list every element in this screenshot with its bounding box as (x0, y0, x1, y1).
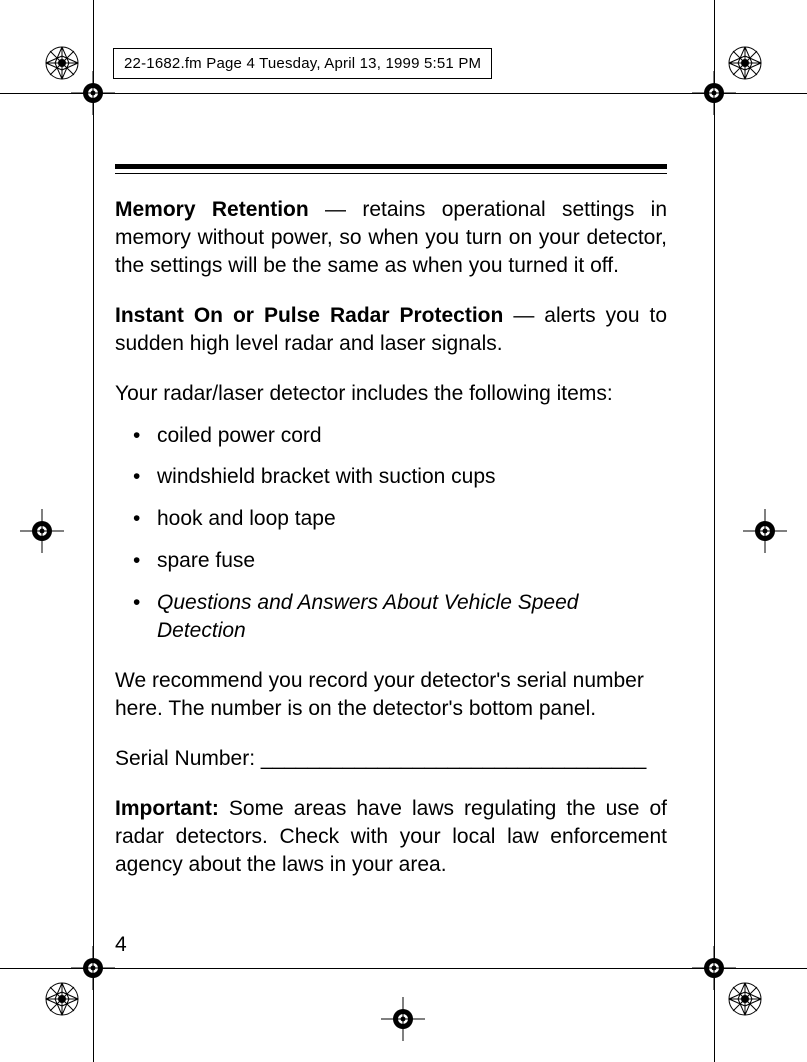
important-note: Important: Some areas have laws regulati… (115, 795, 667, 879)
page: 22-1682.fm Page 4 Tuesday, April 13, 199… (0, 0, 807, 1062)
crop-rule-left (93, 0, 94, 1062)
crop-mark-icon (71, 71, 115, 115)
serial-number-line: Serial Number: _________________________… (115, 745, 667, 773)
list-item-italic: Questions and Answers About Vehicle Spee… (157, 591, 578, 642)
list-item: Questions and Answers About Vehicle Spee… (115, 589, 667, 645)
crop-mark-icon (743, 509, 787, 553)
crop-mark-icon (692, 946, 736, 990)
page-number: 4 (115, 933, 127, 957)
serial-blank: _________________________________ (261, 747, 646, 770)
content-area: Memory Retention — retains operational s… (115, 164, 667, 879)
header-slug: 22-1682.fm Page 4 Tuesday, April 13, 199… (113, 48, 492, 79)
crop-rule-bottom (0, 968, 807, 969)
crop-rule-top (0, 93, 807, 94)
crop-mark-icon (71, 946, 115, 990)
divider-thin (115, 173, 667, 174)
divider-thick (115, 164, 667, 169)
list-item: windshield bracket with suction cups (115, 463, 667, 491)
included-items-list: coiled power cord windshield bracket wit… (115, 422, 667, 646)
serial-recommendation: We recommend you record your detector's … (115, 667, 667, 723)
list-item: coiled power cord (115, 422, 667, 450)
paragraph-memory-retention: Memory Retention — retains operational s… (115, 196, 667, 280)
list-item: hook and loop tape (115, 505, 667, 533)
list-item: spare fuse (115, 547, 667, 575)
important-label: Important: (115, 797, 219, 820)
paragraph-instant-on: Instant On or Pulse Radar Protection — a… (115, 302, 667, 358)
header-slug-text: 22-1682.fm Page 4 Tuesday, April 13, 199… (124, 55, 481, 72)
crop-mark-icon (692, 71, 736, 115)
feature-title: Memory Retention (115, 198, 309, 221)
serial-label: Serial Number: (115, 747, 261, 770)
crop-mark-icon (381, 997, 425, 1041)
crop-rule-right (714, 0, 715, 1062)
feature-title: Instant On or Pulse Radar Protection (115, 304, 503, 327)
crop-mark-icon (20, 509, 64, 553)
items-intro: Your radar/laser detector includes the f… (115, 380, 667, 408)
